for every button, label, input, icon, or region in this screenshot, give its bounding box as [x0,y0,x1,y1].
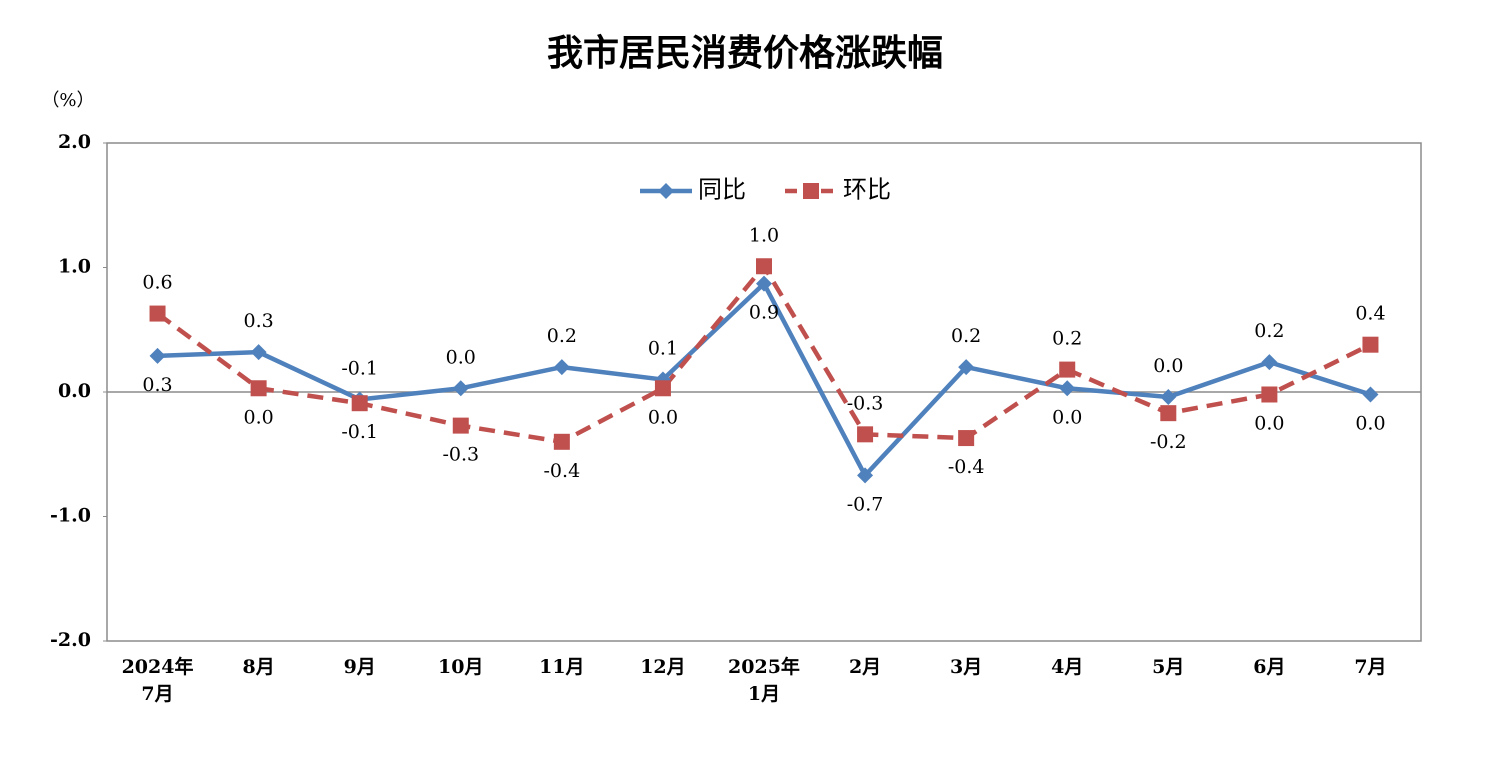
y-tick-label: 2.0 [58,131,91,153]
x-tick-label: 6月 [1253,656,1286,678]
data-label: 0.0 [244,406,274,428]
x-tick-label: 2月 [848,656,882,678]
data-label: -0.4 [544,460,581,482]
x-tick-label: 11月 [539,656,585,678]
data-label: 0.1 [648,338,678,360]
marker [756,275,772,292]
data-label: -0.7 [847,493,884,515]
data-label: 0.0 [648,406,678,428]
marker [1261,386,1278,403]
x-tick-label: 4月 [1051,656,1084,678]
marker [149,305,166,322]
x-tick-label: 5月 [1152,656,1185,678]
marker [857,467,874,484]
marker [351,395,368,412]
marker [1059,380,1076,397]
marker [250,380,267,397]
marker [149,347,166,364]
x-tick-label: 9月 [343,656,376,678]
y-tick-label: -2.0 [50,629,91,651]
data-label: 0.2 [951,325,981,347]
data-label: 0.4 [1355,303,1385,325]
marker [1059,361,1076,378]
x-tick-label: 7月 [1354,656,1387,678]
x-tick-label: 2025年 1月 [728,656,800,705]
data-label: 1.0 [749,224,779,246]
x-tick-label: 8月 [242,656,275,678]
marker [452,417,469,434]
marker [958,430,975,447]
marker [658,183,674,199]
x-tick-label: 12月 [640,656,686,678]
data-label: 0.0 [1254,412,1284,434]
marker [553,359,570,376]
y-unit: （%） [41,90,94,111]
marker [654,380,671,397]
x-tick-label: 10月 [438,656,484,678]
data-label: -0.3 [847,392,884,414]
data-label: 0.9 [749,302,779,324]
marker [958,359,975,376]
marker [857,426,874,443]
x-tick-label: 3月 [950,656,983,678]
data-label: 0.2 [1254,320,1284,342]
y-tick-label: 1.0 [58,256,91,278]
legend-label: 环比 [843,176,891,204]
series-line [156,264,1372,445]
data-label: 0.2 [1052,328,1082,350]
data-label: 0.0 [1355,412,1385,434]
marker [803,183,819,199]
marker [1362,336,1379,353]
data-label: -0.1 [341,357,378,379]
x-tick-label: 2024年 7月 [121,656,194,705]
data-label: 0.3 [142,374,172,396]
data-label: -0.3 [442,444,479,466]
data-label: -0.4 [948,456,985,478]
data-label: 0.0 [1153,355,1183,377]
y-tick-label: -1.0 [50,505,91,527]
data-label: 0.2 [547,325,577,347]
data-label: -0.1 [341,421,378,443]
marker [1160,405,1177,422]
data-label: 0.3 [244,310,274,332]
data-label: -0.2 [1150,431,1187,453]
marker [250,344,267,361]
marker [756,258,772,275]
data-label: 0.6 [142,272,172,294]
data-label: 0.0 [446,346,476,368]
marker [553,433,570,450]
data-label: 0.0 [1052,406,1082,428]
marker [452,380,469,397]
legend-label: 同比 [698,176,746,204]
marker [1362,386,1379,403]
chart-title: 我市居民消费价格涨跌幅 [547,32,943,74]
marker [1160,388,1177,405]
y-tick-label: 0.0 [58,380,91,402]
marker [1261,354,1278,371]
